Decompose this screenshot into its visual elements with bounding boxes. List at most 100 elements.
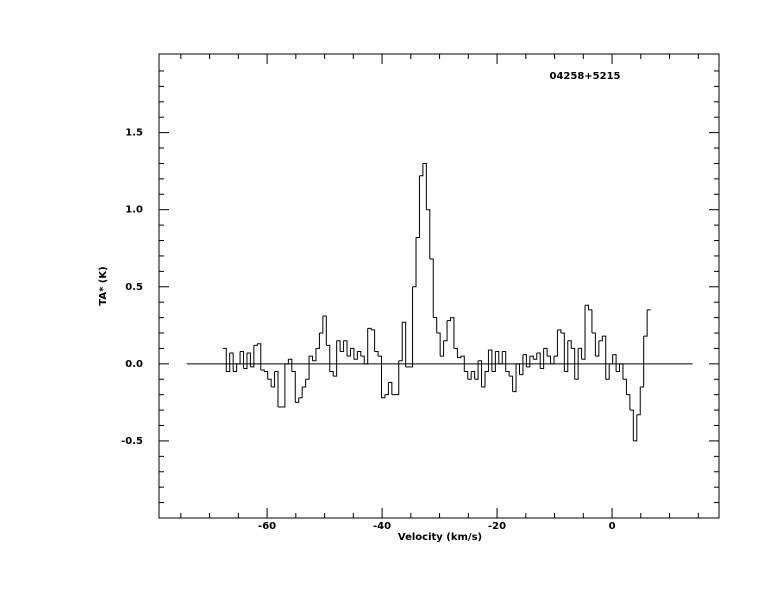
spectrum-channel <box>564 340 569 373</box>
y-tick-label: 0.5 <box>125 282 143 293</box>
spectrum-channel <box>288 358 293 372</box>
spectrum-channel <box>450 317 455 349</box>
spectrum-channel <box>481 371 486 388</box>
y-tick-label: 1.5 <box>125 128 143 139</box>
y-tick-label: -0.5 <box>121 436 143 447</box>
spectrum-channel <box>467 371 472 380</box>
spectrum-channel <box>478 360 483 387</box>
spectrum-channel <box>350 347 355 360</box>
spectrum-channel <box>412 237 417 288</box>
spectrum-channel <box>595 340 600 357</box>
spectrum-channel <box>536 352 541 369</box>
spectrum-channel <box>550 356 555 365</box>
spectrum-channel <box>284 359 289 365</box>
spectrum-channel <box>495 351 500 364</box>
spectrum-channel <box>436 332 441 357</box>
spectrum-channel <box>505 371 510 377</box>
spectrum-channel <box>553 329 558 357</box>
spectrum-channel <box>578 347 583 360</box>
spectrum-channel <box>347 348 351 357</box>
spectrum-channel <box>526 356 531 368</box>
spectrum-channel <box>250 345 255 368</box>
spectrum-channel <box>281 363 286 408</box>
spectrum-channel <box>426 209 431 260</box>
spectrum-channel <box>533 353 538 360</box>
spectrum-channel <box>246 352 251 367</box>
spectrum-channel <box>509 375 514 392</box>
spectrum-channel <box>229 352 234 372</box>
spectrum-channel <box>571 347 576 380</box>
spectrum-channel <box>240 351 245 369</box>
spectrum-channel <box>388 381 393 395</box>
spectrum-channel <box>588 309 593 334</box>
spectrum-channel <box>626 394 631 411</box>
x-axis-label: Velocity (km/s) <box>398 532 482 543</box>
spectrum-channel <box>374 351 379 357</box>
spectrum-channel <box>243 353 248 369</box>
spectrum-channel <box>364 328 369 365</box>
spectrum-channel <box>540 348 545 369</box>
spectrum-channel <box>236 351 241 365</box>
spectrum-channel <box>560 332 565 372</box>
spectrum-channel <box>581 305 586 360</box>
spectrum-channel <box>440 340 445 357</box>
spectrum-channel <box>529 355 534 360</box>
x-tick-label: -60 <box>258 521 276 532</box>
spectrum-channel <box>416 175 420 238</box>
spectrum-channel <box>598 336 603 342</box>
spectrum-channel <box>233 363 238 373</box>
x-tick-label: 0 <box>609 521 616 532</box>
spectrum-channel <box>612 354 617 372</box>
spectrum-channel <box>574 348 579 380</box>
spectrum-channel <box>274 371 279 408</box>
spectrum-channel <box>491 351 496 373</box>
spectrum-channel <box>309 355 314 361</box>
spectrum-channel <box>605 363 610 380</box>
spectrum-channel <box>340 340 345 353</box>
spectrum-channel <box>484 349 489 373</box>
spectrum-channel <box>398 322 403 362</box>
spectrum-channel <box>353 351 358 360</box>
spectrum-channel <box>305 356 310 380</box>
spectrum-channel <box>433 317 438 334</box>
spectrum-channel <box>460 355 465 372</box>
spectrum-channel <box>488 349 493 372</box>
spectrum-channel <box>367 327 372 330</box>
spectrum-channel <box>471 371 476 380</box>
spectrum-channel <box>443 320 448 342</box>
spectrum-channel <box>602 335 607 380</box>
spectrum-channel <box>371 329 376 352</box>
spectrum-channel <box>585 304 589 310</box>
spectrum-channel <box>474 360 479 380</box>
spectrum-channel <box>643 309 648 337</box>
spectrum-channel <box>429 258 434 318</box>
spectrum-channel <box>629 409 634 441</box>
spectrum-channel <box>222 347 227 372</box>
spectrum-channel <box>622 378 627 395</box>
spectrum-channel <box>633 414 638 442</box>
spectrum-channel <box>253 343 258 346</box>
spectrum-channel <box>636 386 641 416</box>
spectrum-channel <box>326 344 331 372</box>
spectrum-channel <box>384 382 389 396</box>
spectrum-channel <box>322 315 327 346</box>
spectrum-channel <box>453 347 458 358</box>
spectrum-channel <box>457 356 462 359</box>
spectrum-channel <box>226 353 231 373</box>
spectrum-channel <box>640 336 645 388</box>
spectrum-channel <box>464 371 469 380</box>
spectrum-channel <box>271 371 276 388</box>
spectrum-channel <box>329 371 334 377</box>
spectrum-channel <box>336 340 341 352</box>
spectrum-channel <box>619 363 624 380</box>
spectrum-channel <box>547 355 552 364</box>
y-tick-label: 1.0 <box>125 205 143 216</box>
spectrum-channel <box>557 329 562 334</box>
spectrum-channel <box>298 386 303 399</box>
spectrum-channel <box>609 354 614 365</box>
spectrum-channel <box>402 321 407 367</box>
plot-frame <box>158 53 720 519</box>
spectrum-channel <box>422 162 427 210</box>
spectrum-channel <box>315 333 320 349</box>
